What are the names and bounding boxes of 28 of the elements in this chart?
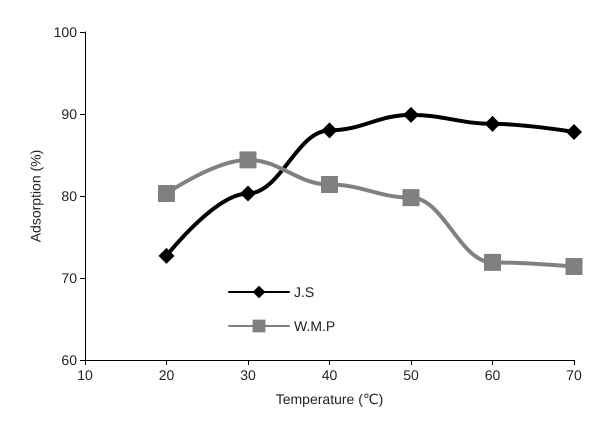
legend-label: J.S <box>294 284 314 300</box>
x-tick-label: 70 <box>566 367 582 383</box>
y-tick-label: 60 <box>61 352 78 368</box>
x-tick-label: 60 <box>484 367 500 383</box>
x-tick-label: 50 <box>403 367 419 383</box>
y-axis-title: Adsorption (%) <box>28 150 44 242</box>
y-tick-label: 80 <box>61 188 78 204</box>
legend-label: W.M.P <box>294 318 336 334</box>
point <box>240 186 256 202</box>
point <box>240 151 256 168</box>
y-tick-label: 70 <box>61 270 78 286</box>
point <box>322 122 338 138</box>
x-axis-title: Temperature (℃) <box>276 391 384 407</box>
point <box>158 248 174 264</box>
x-tick-label: 40 <box>322 367 338 383</box>
x-tick-label: 30 <box>240 367 256 383</box>
point <box>566 258 582 276</box>
point <box>484 116 500 132</box>
y-tick-label: 90 <box>61 106 78 122</box>
point <box>158 185 175 202</box>
y-tick-label: 100 <box>54 24 78 40</box>
x-tick-label: 10 <box>77 367 93 383</box>
x-tick-label: 20 <box>158 367 174 383</box>
point <box>403 106 419 123</box>
point <box>402 189 420 206</box>
point <box>566 124 582 140</box>
point <box>484 254 501 271</box>
point <box>321 176 338 194</box>
